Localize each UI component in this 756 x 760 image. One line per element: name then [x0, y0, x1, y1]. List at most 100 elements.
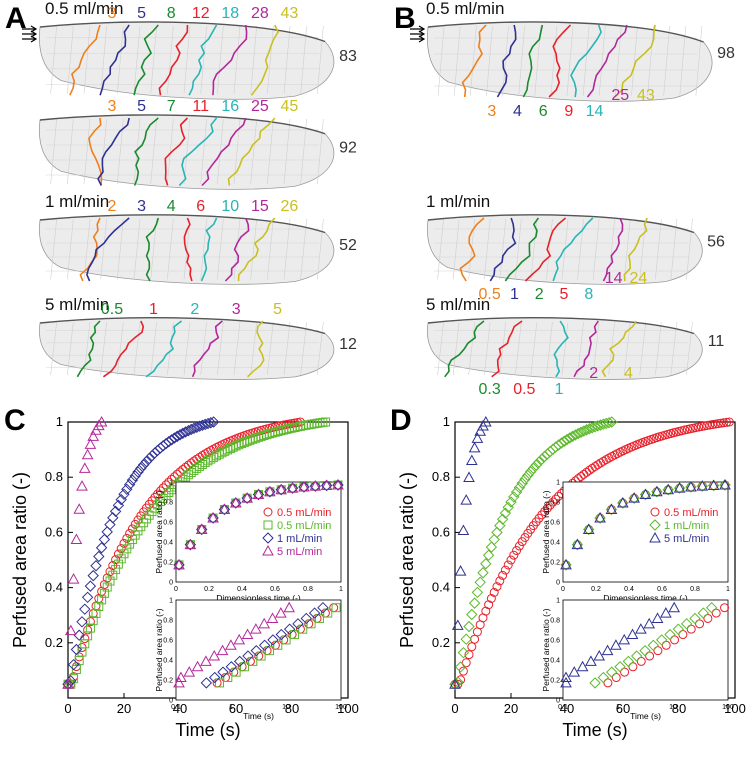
wing-vein [515, 321, 522, 376]
perfusion-front-2 [145, 217, 160, 282]
inset-data-point [195, 523, 208, 534]
data-point [482, 549, 495, 561]
front-label-1: 4 [513, 103, 522, 120]
wing-leading-edge [39, 21, 326, 43]
inset-x-title: Time (s) [630, 711, 661, 721]
data-point [564, 432, 576, 444]
wing-vein [283, 25, 291, 94]
data-point [488, 533, 500, 546]
inset-data-point [266, 612, 279, 623]
inset-data-point [628, 492, 640, 503]
front-label-7: 52 [339, 237, 357, 254]
inset-data-point [651, 486, 663, 498]
data-point [125, 539, 135, 549]
data-point [143, 452, 155, 465]
data-point [514, 541, 524, 551]
data-point [471, 432, 484, 443]
legend-marker [649, 519, 661, 531]
inset-bottom: 0.1 1 10 100 0 0.2 0.4 0.6 0.8 1 Time (s) Perfused … [154, 598, 347, 722]
inset-data-point [686, 624, 696, 634]
front-label-6: 43 [281, 5, 299, 22]
perfusion-front-4 [188, 24, 218, 96]
inset-x-title: Time (s) [243, 711, 274, 721]
inset-data-point [606, 666, 618, 678]
inset-data-point [241, 492, 253, 504]
wing-vein [183, 25, 191, 94]
data-point [506, 555, 516, 565]
front-label-4: 4 [624, 365, 633, 382]
data-point [449, 678, 461, 690]
data-point [199, 418, 211, 431]
inset-x-tick: 1 [339, 586, 343, 593]
wing-leading-edge [427, 214, 695, 234]
flow-label-a-2: 1 ml/min [45, 192, 109, 211]
front-label-0: 0.3 [478, 381, 500, 398]
wing-vein [663, 25, 670, 96]
inset-data-point [594, 512, 606, 523]
data-point [122, 544, 132, 554]
inset-y-tick: 0.8 [550, 500, 560, 507]
panel-letter-a: A [5, 2, 27, 35]
data-point [87, 430, 100, 441]
data-point [474, 425, 487, 436]
wing-vein [670, 321, 678, 376]
inset-data-point [571, 538, 584, 550]
data-point [498, 570, 508, 580]
data-point [211, 451, 221, 461]
front-label-2: 2 [190, 301, 199, 318]
front-label-4: 18 [221, 5, 239, 22]
data-point [533, 456, 545, 468]
wing-vein [695, 25, 703, 96]
inset-data-point [594, 512, 606, 524]
wing-vein [566, 25, 574, 96]
wing-vein [679, 25, 687, 96]
data-point [207, 416, 220, 428]
data-point [102, 573, 112, 583]
inset-data-point [267, 634, 279, 646]
inset-x-tick: 100 [722, 704, 734, 711]
wing-vein [453, 25, 461, 96]
inset-data-point [560, 671, 572, 683]
data-point [489, 587, 499, 597]
data-point [584, 465, 594, 475]
wing-leading-edge [39, 114, 326, 135]
data-point [457, 646, 470, 659]
x-axis-title: Time (s) [175, 720, 240, 740]
wing-vein [317, 218, 324, 280]
data-point [502, 501, 514, 514]
wing-vein [133, 25, 141, 94]
inset-data-point [256, 651, 266, 661]
legend-marker [650, 507, 660, 517]
perfusion-front-2 [133, 24, 159, 96]
wing-vein [577, 321, 584, 376]
data-point [113, 559, 123, 569]
wing-leading-edge [39, 317, 326, 335]
inset-data-point [571, 538, 584, 551]
perfusion-front-1 [496, 24, 517, 98]
inset-data-point [207, 512, 219, 524]
wing-vein [561, 321, 569, 376]
y-tick-label: 0.6 [432, 524, 450, 539]
inset-data-point [589, 677, 601, 689]
inset-data-point [223, 673, 233, 683]
inset-data-point [241, 628, 254, 640]
data-point [73, 629, 85, 641]
inset-data-point [664, 628, 676, 641]
data-point [137, 459, 150, 471]
data-point [84, 438, 97, 449]
data-point [569, 429, 582, 441]
inset-data-point [184, 538, 197, 551]
data-point [722, 417, 732, 427]
inset-data-point [264, 485, 276, 497]
wing-vein [639, 321, 647, 376]
inset-data-point [655, 634, 668, 646]
front-label-4: 5 [273, 301, 282, 318]
perfusion-front-5 [602, 217, 624, 282]
inset-data-point [568, 666, 581, 677]
inset-y-tick: 0.4 [550, 540, 560, 547]
wing-vein [518, 25, 525, 96]
inset-data-point [207, 512, 219, 523]
inset-data-point [605, 503, 618, 516]
x-tick-label: 80 [672, 701, 686, 716]
